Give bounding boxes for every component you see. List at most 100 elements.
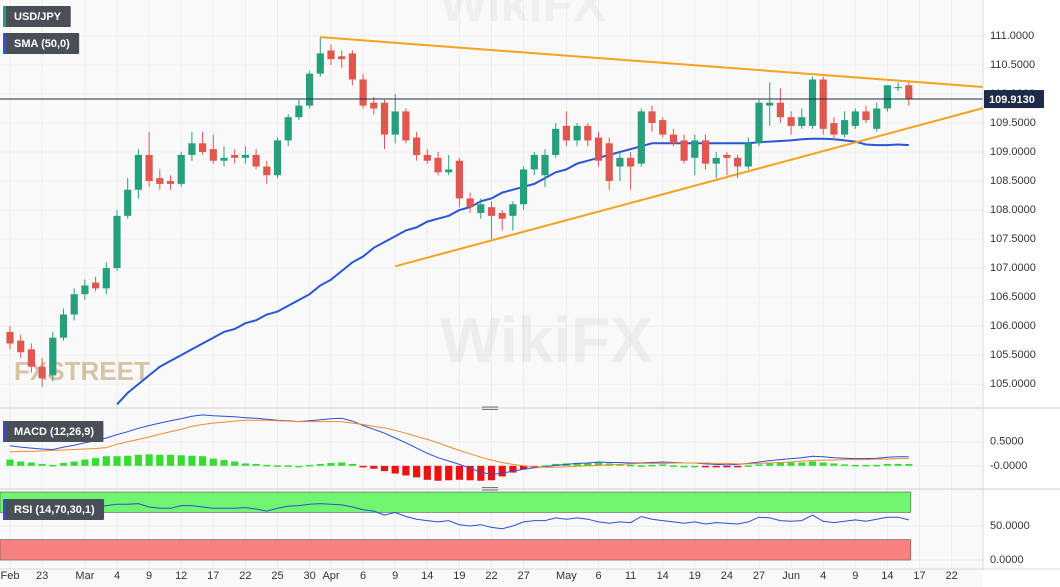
macd-histogram-bar bbox=[883, 463, 891, 466]
candle-body bbox=[862, 111, 870, 121]
macd-histogram-bar bbox=[124, 455, 132, 466]
macd-histogram-bar bbox=[787, 462, 795, 466]
y-tick-label: 107.0000 bbox=[990, 262, 1036, 274]
y-tick-label: 111.0000 bbox=[990, 30, 1034, 42]
macd-histogram-bar bbox=[584, 462, 592, 466]
macd-histogram-bar bbox=[477, 465, 485, 481]
candle-body bbox=[17, 340, 25, 353]
macd-histogram-bar bbox=[423, 465, 431, 480]
x-tick-label: 22 bbox=[239, 570, 251, 582]
y-tick-label: 105.0000 bbox=[990, 378, 1036, 390]
candle-body bbox=[808, 79, 817, 126]
candle-body bbox=[49, 337, 57, 376]
candle-body bbox=[605, 143, 613, 182]
candle-body bbox=[252, 154, 260, 167]
x-tick-label: 19 bbox=[453, 570, 465, 582]
candle-body bbox=[177, 154, 185, 184]
y-tick-label: 0.5000 bbox=[990, 436, 1024, 448]
macd-histogram-bar bbox=[455, 465, 463, 480]
y-tick-label: 108.0000 bbox=[990, 204, 1036, 216]
candle-body bbox=[59, 314, 68, 338]
macd-line bbox=[9, 414, 909, 476]
candle-body bbox=[273, 140, 282, 176]
x-tick-label: 27 bbox=[517, 570, 529, 582]
candle-body bbox=[851, 111, 859, 126]
macd-histogram-bar bbox=[776, 462, 784, 466]
macd-histogram-bar bbox=[723, 465, 731, 468]
macd-histogram-bar bbox=[905, 463, 913, 466]
legend-stripe bbox=[3, 499, 6, 520]
candle-body bbox=[520, 169, 528, 205]
macd-histogram-bar bbox=[252, 463, 260, 466]
candle-body bbox=[166, 181, 175, 184]
macd-histogram-bar bbox=[873, 464, 881, 467]
candle-body bbox=[873, 108, 881, 129]
candle-body bbox=[883, 85, 891, 109]
candle-body bbox=[487, 207, 496, 216]
macd-histogram-bar bbox=[6, 459, 14, 466]
macd-histogram-bar bbox=[199, 456, 207, 466]
legend-box bbox=[3, 499, 105, 520]
x-tick-label: 22 bbox=[485, 570, 497, 582]
macd-histogram-bar bbox=[830, 463, 838, 466]
candle-body bbox=[680, 140, 688, 161]
macd-histogram-bar bbox=[627, 464, 635, 467]
macd-histogram-bar bbox=[445, 465, 453, 481]
candle-body bbox=[423, 154, 431, 161]
x-tick-label: 14 bbox=[657, 570, 669, 582]
legend-stripe bbox=[3, 421, 6, 442]
y-tick-label: 106.0000 bbox=[990, 320, 1036, 332]
macd-histogram-bar bbox=[188, 455, 196, 466]
macd-histogram-bar bbox=[220, 460, 228, 466]
candle-body bbox=[70, 294, 78, 315]
macd-histogram-bar bbox=[766, 463, 774, 466]
y-tick-label: 50.0000 bbox=[990, 520, 1030, 532]
watermark: WikiFX bbox=[440, 304, 653, 376]
macd-histogram-bar bbox=[380, 465, 389, 472]
y-tick-label: 105.5000 bbox=[990, 349, 1036, 361]
candle-body bbox=[359, 79, 367, 106]
rsi-line bbox=[9, 503, 909, 530]
candle-body bbox=[573, 125, 581, 141]
macd-histogram-bar bbox=[38, 463, 46, 466]
candle-body bbox=[798, 117, 806, 126]
candle-body bbox=[199, 143, 207, 153]
candle-body bbox=[841, 120, 849, 135]
macd-histogram-bar bbox=[573, 462, 581, 466]
macd-histogram-bar bbox=[27, 462, 35, 466]
panel-grip[interactable] bbox=[482, 406, 498, 491]
macd-histogram-bar bbox=[359, 465, 367, 468]
candle-body bbox=[209, 149, 217, 161]
candle-body bbox=[102, 268, 110, 289]
x-tick-label: 17 bbox=[207, 570, 219, 582]
x-tick-label: 6 bbox=[360, 570, 366, 582]
candle-body bbox=[712, 157, 720, 164]
macd-histogram-bar bbox=[81, 459, 89, 466]
macd-histogram-bar bbox=[17, 461, 25, 466]
candle-body bbox=[348, 53, 356, 80]
macd-histogram-bar bbox=[348, 463, 356, 466]
macd-histogram-bar bbox=[701, 465, 710, 468]
macd-histogram-bar bbox=[113, 456, 121, 466]
macd-histogram-bar bbox=[798, 462, 806, 466]
x-tick-label: 23 bbox=[36, 570, 48, 582]
candle-body bbox=[113, 215, 121, 269]
candle-body bbox=[648, 111, 656, 124]
candle-body bbox=[380, 102, 389, 135]
macd-histogram-bar bbox=[209, 458, 217, 466]
candle-body bbox=[894, 87, 902, 89]
macd-histogram-bar bbox=[370, 465, 378, 469]
candle-body bbox=[701, 140, 710, 164]
candle-body bbox=[455, 160, 463, 199]
macd-histogram-bar bbox=[594, 462, 603, 466]
candle-body bbox=[830, 123, 838, 135]
x-tick-label: Apr bbox=[322, 570, 339, 582]
legend-item: USD/JPY bbox=[3, 6, 71, 27]
macd-histogram-bar bbox=[327, 462, 335, 466]
x-tick-label: 17 bbox=[913, 570, 925, 582]
legend-label: SMA (50,0) bbox=[14, 38, 70, 50]
candle-body bbox=[776, 102, 784, 118]
candle-body bbox=[498, 212, 506, 219]
candle-body bbox=[434, 157, 442, 173]
macd-histogram-bar bbox=[231, 461, 239, 466]
